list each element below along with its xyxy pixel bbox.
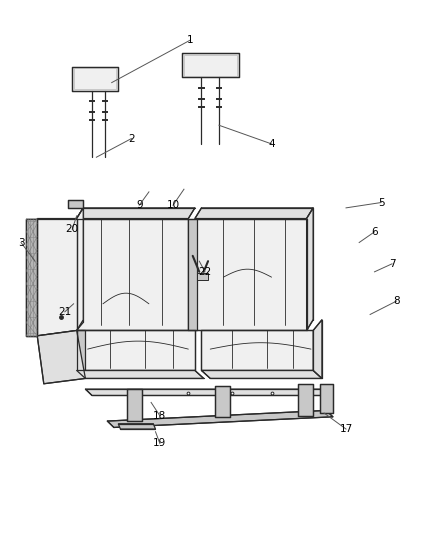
Polygon shape: [195, 219, 307, 330]
Polygon shape: [313, 320, 322, 378]
Polygon shape: [77, 219, 188, 330]
Polygon shape: [77, 208, 195, 219]
Text: 21: 21: [58, 307, 71, 317]
Text: 17: 17: [339, 424, 353, 434]
Polygon shape: [85, 389, 331, 395]
Polygon shape: [298, 384, 313, 416]
Polygon shape: [37, 208, 83, 336]
Polygon shape: [127, 389, 142, 421]
Text: 8: 8: [393, 296, 400, 306]
Text: 4: 4: [268, 139, 275, 149]
Polygon shape: [307, 208, 313, 330]
Text: 6: 6: [371, 227, 378, 237]
Text: 2: 2: [128, 134, 135, 143]
Polygon shape: [197, 273, 208, 280]
Polygon shape: [26, 219, 37, 336]
Polygon shape: [118, 424, 155, 429]
Text: 22: 22: [198, 267, 212, 277]
Text: 18: 18: [153, 411, 166, 421]
Text: 7: 7: [389, 259, 396, 269]
Polygon shape: [68, 200, 83, 208]
Polygon shape: [77, 330, 85, 370]
Polygon shape: [26, 219, 37, 336]
Text: 19: 19: [153, 439, 166, 448]
Polygon shape: [201, 330, 313, 370]
Polygon shape: [182, 53, 239, 77]
Polygon shape: [72, 67, 118, 91]
Polygon shape: [320, 384, 333, 413]
Polygon shape: [77, 208, 83, 330]
Polygon shape: [77, 370, 204, 378]
Polygon shape: [188, 219, 197, 330]
Polygon shape: [195, 208, 313, 219]
Text: 9: 9: [136, 200, 143, 210]
Text: 10: 10: [166, 200, 180, 210]
Text: 20: 20: [66, 224, 79, 234]
Polygon shape: [77, 330, 195, 370]
Polygon shape: [107, 410, 333, 427]
Text: 1: 1: [187, 35, 194, 45]
Polygon shape: [201, 370, 322, 378]
Polygon shape: [37, 330, 85, 384]
Text: 3: 3: [18, 238, 25, 247]
Text: 5: 5: [378, 198, 385, 207]
Polygon shape: [215, 386, 230, 417]
